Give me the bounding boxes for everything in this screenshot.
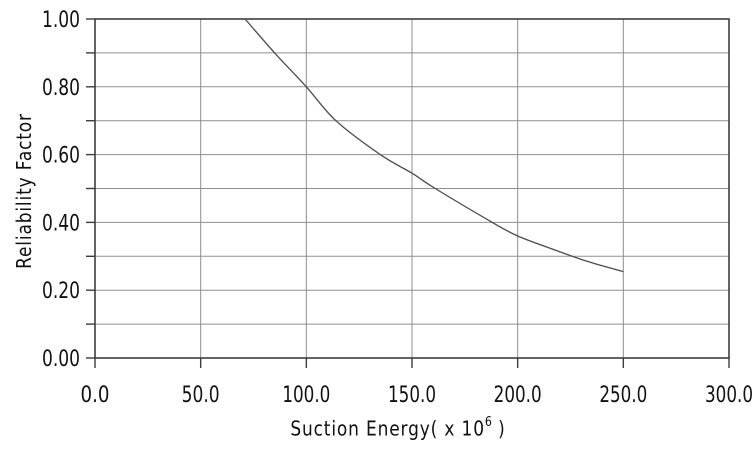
x-tick-label: 250.0 bbox=[599, 383, 647, 408]
x-axis-title-superscript: 6 bbox=[484, 415, 492, 430]
y-tick-label: 0.80 bbox=[42, 76, 80, 101]
y-axis-title: Reliability Factor bbox=[12, 113, 36, 269]
x-axis-title-text: Suction Energy( x 10 bbox=[290, 416, 485, 441]
x-axis-title: Suction Energy( x 106 ) bbox=[290, 415, 506, 441]
y-tick-label: 0.40 bbox=[42, 211, 80, 236]
x-tick-label: 200.0 bbox=[494, 383, 542, 408]
y-tick-label: 0.20 bbox=[42, 279, 80, 304]
x-tick-label: 150.0 bbox=[388, 383, 436, 408]
x-tick-label: 50.0 bbox=[182, 383, 220, 408]
x-tick-label: 100.0 bbox=[282, 383, 330, 408]
y-tick-label: 1.00 bbox=[42, 8, 80, 33]
reliability-curve bbox=[244, 18, 624, 273]
y-tick-label: 0.60 bbox=[42, 144, 80, 169]
x-tick-label: 300.0 bbox=[705, 383, 753, 408]
x-tick-label: 0.0 bbox=[81, 383, 110, 408]
y-tick-label: 0.00 bbox=[42, 347, 80, 372]
x-axis-title-suffix: ) bbox=[491, 416, 506, 441]
